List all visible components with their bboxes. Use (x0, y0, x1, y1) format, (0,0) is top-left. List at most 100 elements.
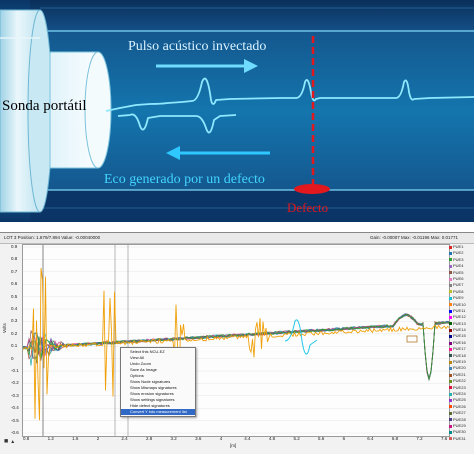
y-tick-label: 0.6 (11, 281, 18, 287)
legend-entry[interactable]: PUE31 (449, 436, 474, 442)
legend-entry[interactable]: PUE7 (449, 282, 474, 288)
legend-label: PUE30 (453, 429, 466, 435)
context-menu-item[interactable]: Show Mismaps signatures (130, 385, 177, 390)
legend-entry[interactable]: PUE24 (449, 391, 474, 397)
legend-swatch (449, 424, 452, 428)
legend-label: PUE2 (453, 250, 464, 256)
legend-label: PUE23 (453, 384, 466, 390)
signal-trace (22, 313, 450, 381)
x-tick-label: 2.4 (121, 436, 128, 441)
legend-label: PUE6 (453, 275, 464, 281)
context-menu-item[interactable]: Save As Image (130, 367, 157, 372)
legend-entry[interactable]: PUE20 (449, 365, 474, 371)
legend-entry[interactable]: PUE4 (449, 263, 474, 269)
legend-entry[interactable]: PUE6 (449, 276, 474, 282)
legend-entry[interactable]: PUE15 (449, 333, 474, 339)
legend-swatch (449, 309, 452, 313)
context-menu-item[interactable]: Options (130, 373, 144, 378)
legend-swatch (449, 328, 452, 332)
x-tick-label: 5.6 (318, 436, 325, 441)
context-menu-item[interactable]: Show Node signatures (130, 379, 171, 384)
legend-entry[interactable]: PUE13 (449, 321, 474, 327)
lock-icon[interactable]: ■ (4, 438, 9, 445)
legend-swatch (449, 405, 452, 409)
legend-swatch (449, 290, 452, 294)
legend-entry[interactable]: PUE27 (449, 410, 474, 416)
legend-swatch (449, 264, 452, 268)
legend-swatch (449, 437, 452, 441)
plot-area[interactable] (22, 244, 450, 437)
legend-label: PUE27 (453, 410, 466, 416)
legend-entry[interactable]: PUE1 (449, 244, 474, 250)
legend-entry[interactable]: PUE26 (449, 404, 474, 410)
home-icon[interactable]: ▲ (10, 439, 16, 445)
x-tick-label: 4.4 (244, 436, 251, 441)
x-tick-label: 3.2 (170, 436, 177, 441)
legend-swatch (449, 431, 452, 435)
context-menu-item[interactable]: Undo Zoom (130, 361, 151, 366)
legend-entry[interactable]: PUE11 (449, 308, 474, 314)
legend-entry[interactable]: PUE9 (449, 295, 474, 301)
legend-entry[interactable]: PUE5 (449, 270, 474, 276)
legend-entry[interactable]: PUE19 (449, 359, 474, 365)
header-right-readout: Gain: -0.00007 Max: -0.01196 Max: 0.0177… (370, 235, 458, 240)
legend-swatch (449, 367, 452, 371)
legend-entry[interactable]: PUE12 (449, 314, 474, 320)
toolbar-icons: ■ ▲ (4, 438, 20, 448)
legend-entry[interactable]: PUE30 (449, 429, 474, 435)
legend-entry[interactable]: PUE2 (449, 250, 474, 256)
legend-entry[interactable]: PUE10 (449, 302, 474, 308)
legend-entry[interactable]: PUE16 (449, 340, 474, 346)
legend-swatch (449, 373, 452, 377)
pulse-arrow (156, 59, 258, 73)
legend-entry[interactable]: PUE22 (449, 378, 474, 384)
legend-label: PUE13 (453, 320, 466, 326)
x-tick-label: 1.2 (47, 436, 54, 441)
x-tick-label: 6 (342, 436, 346, 441)
signal-trace (22, 314, 450, 381)
legend-label: PUE9 (453, 295, 464, 301)
context-menu-item[interactable]: Show settings signatures (130, 397, 175, 402)
pipe-diagram: Sonda portátil Pulso acústico invectado … (0, 0, 474, 222)
legend-swatch (449, 347, 452, 351)
legend-label: PUE22 (453, 378, 466, 384)
zoom-box[interactable] (406, 335, 418, 343)
header-left-readout: LOT 3 Position: 1.879/7.894 Value: -0.00… (4, 235, 101, 240)
y-tick-label: -0.4 (11, 405, 19, 411)
legend-swatch (449, 245, 452, 249)
legend-swatch (449, 392, 452, 396)
legend-entry[interactable]: PUE28 (449, 417, 474, 423)
legend-label: PUE8 (453, 288, 464, 294)
legend-entry[interactable]: PUE25 (449, 397, 474, 403)
legend-swatch (449, 418, 452, 422)
legend-label: PUE7 (453, 282, 464, 288)
y-axis-label: Volts (2, 323, 7, 333)
defect-ellipse (294, 184, 330, 194)
legend-entry[interactable]: PUE17 (449, 346, 474, 352)
context-menu-item[interactable]: View All (130, 355, 144, 360)
legend-label: PUE20 (453, 365, 466, 371)
legend-entry[interactable]: PUE18 (449, 353, 474, 359)
x-tick-label: 2.8 (145, 436, 153, 441)
legend-entry[interactable]: PUE3 (449, 257, 474, 263)
legend-entry[interactable]: PUE8 (449, 289, 474, 295)
context-menu-item[interactable]: Select this NCU-EZ (130, 349, 165, 354)
waveform (105, 77, 474, 112)
legend-label: PUE24 (453, 390, 466, 396)
x-tick-label: 6.4 (367, 436, 374, 441)
legend-label: PUE19 (453, 359, 466, 365)
legend-swatch (449, 271, 452, 275)
context-menu-item[interactable]: Convert Y into measurement list (121, 409, 195, 415)
echo-label: Eco generado por un defecto (104, 172, 265, 187)
legend-entry[interactable]: PUE29 (449, 423, 474, 429)
context-menu-item[interactable]: Show erosion signatures (130, 391, 174, 396)
legend-swatch (449, 360, 452, 364)
legend-label: PUE3 (453, 256, 464, 262)
legend-entry[interactable]: PUE14 (449, 327, 474, 333)
probe (0, 9, 112, 213)
legend-label: PUE21 (453, 371, 466, 377)
legend-entry[interactable]: PUE23 (449, 385, 474, 391)
y-tick-label: 0.9 (11, 244, 18, 249)
legend-entry[interactable]: PUE21 (449, 372, 474, 378)
context-menu-item[interactable]: Hide defect signatures (130, 403, 170, 408)
